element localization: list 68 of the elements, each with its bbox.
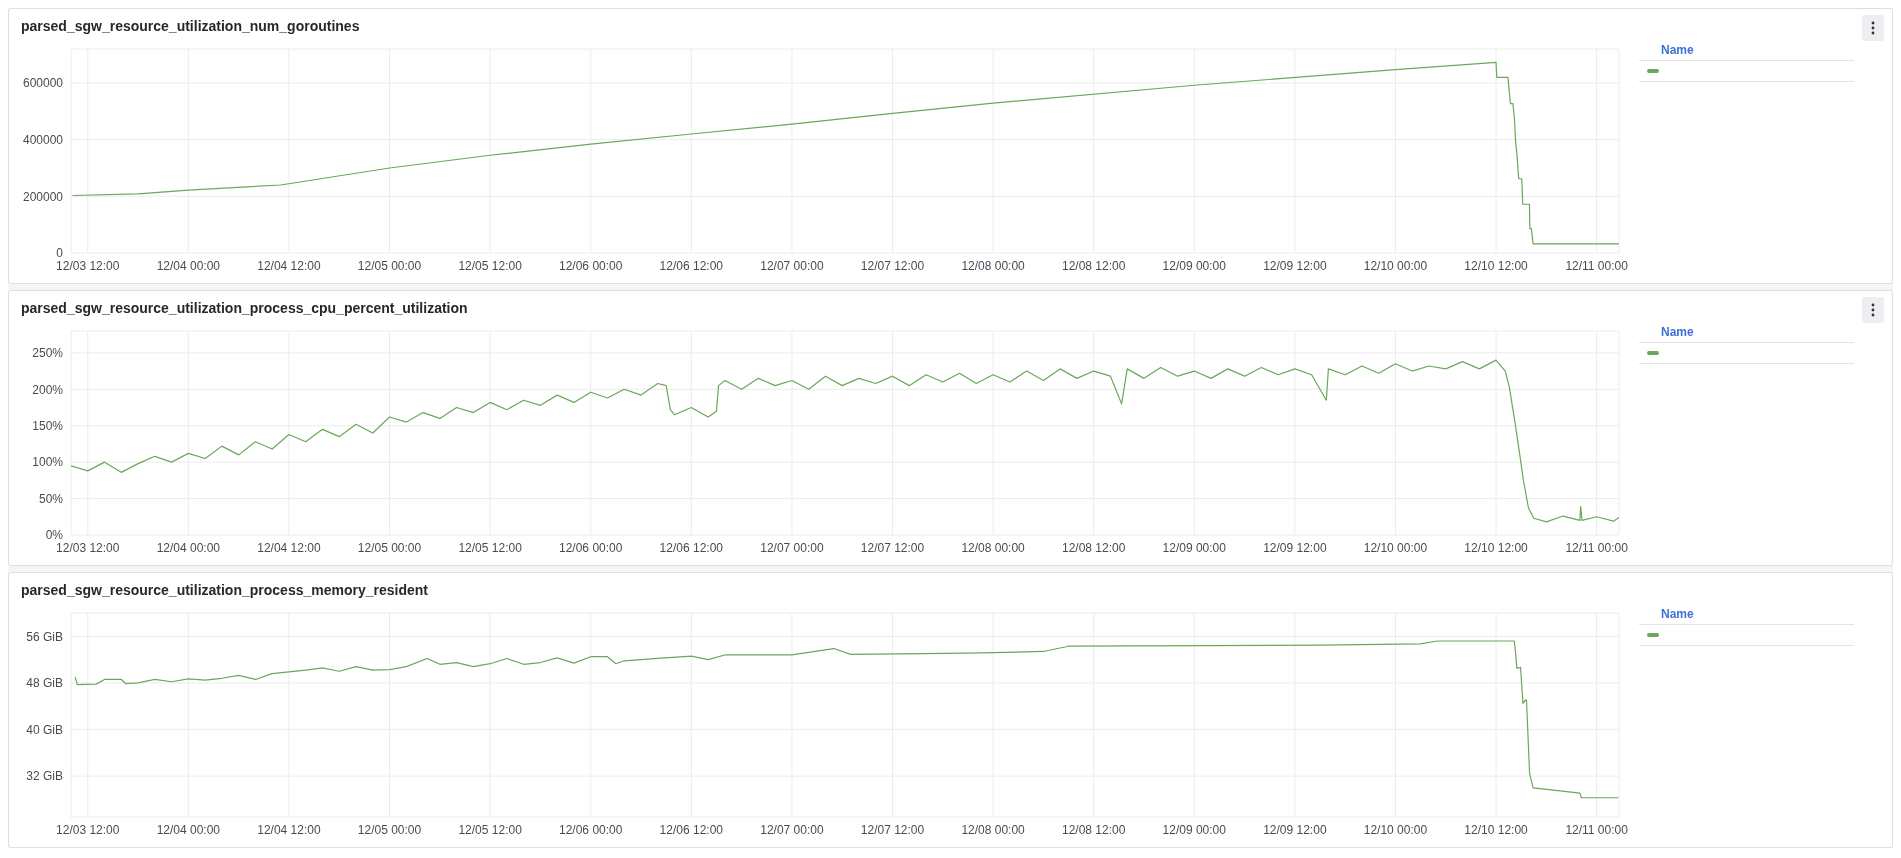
legend-title: Name: [1639, 325, 1854, 343]
y-tick-label: 50%: [38, 491, 64, 506]
y-tick-label: 200%: [32, 382, 64, 397]
x-tick-label: 12/11 00:00: [1565, 822, 1629, 837]
x-tick-label: 12/08 00:00: [961, 822, 1026, 837]
x-tick-label: 12/06 12:00: [659, 540, 724, 555]
x-tick-label: 12/10 00:00: [1363, 822, 1428, 837]
y-tick-label: 200000: [22, 189, 64, 204]
x-tick-label: 12/09 12:00: [1263, 258, 1327, 273]
x-tick-label: 12/09 00:00: [1162, 822, 1227, 837]
x-tick-label: 12/08 12:00: [1061, 258, 1126, 273]
chart-title: parsed_sgw_resource_utilization_num_goroutines: [21, 18, 360, 34]
y-tick-label: 400000: [22, 132, 64, 147]
x-tick-label: 12/07 12:00: [860, 822, 925, 837]
y-tick-label: 600000: [22, 76, 64, 91]
x-tick-label: 12/03 12:00: [56, 540, 120, 555]
x-tick-label: 12/08 12:00: [1061, 822, 1126, 837]
y-tick-label: 100%: [32, 455, 64, 470]
x-tick-label: 12/05 12:00: [458, 258, 523, 273]
x-tick-label: 12/04 12:00: [257, 540, 321, 555]
x-tick-label: 12/05 00:00: [357, 822, 422, 837]
x-tick-label: 12/03 12:00: [56, 258, 120, 273]
chart-title: parsed_sgw_resource_utilization_process_memory_resident: [21, 582, 428, 598]
x-tick-label: 12/05 12:00: [458, 540, 523, 555]
x-tick-label: 12/03 12:00: [56, 822, 120, 837]
y-tick-label: 56 GiB: [26, 629, 63, 644]
x-tick-label: 12/10 00:00: [1363, 258, 1428, 273]
x-tick-label: 12/06 00:00: [559, 540, 623, 555]
x-tick-label: 12/10 12:00: [1464, 540, 1529, 555]
y-tick-label: 0: [56, 246, 64, 261]
x-tick-label: 12/06 12:00: [659, 258, 724, 273]
y-tick-label: 32 GiB: [26, 769, 63, 784]
x-tick-label: 12/06 00:00: [559, 258, 623, 273]
x-tick-label: 12/11 00:00: [1565, 258, 1629, 273]
x-tick-label: 12/07 12:00: [860, 258, 925, 273]
x-tick-label: 12/07 12:00: [860, 540, 925, 555]
legend-title: Name: [1639, 43, 1854, 61]
x-tick-label: 12/11 00:00: [1565, 540, 1629, 555]
x-tick-label: 12/05 12:00: [458, 822, 523, 837]
x-tick-label: 12/10 12:00: [1464, 258, 1529, 273]
x-tick-label: 12/06 12:00: [659, 822, 724, 837]
x-tick-label: 12/08 12:00: [1061, 540, 1126, 555]
x-tick-label: 12/06 00:00: [559, 822, 623, 837]
x-tick-label: 12/09 00:00: [1162, 258, 1227, 273]
x-tick-label: 12/04 12:00: [257, 822, 321, 837]
chart-title: parsed_sgw_resource_utilization_process_cpu_percent_utilization: [21, 300, 468, 316]
y-tick-label: 0%: [45, 528, 64, 543]
y-tick-label: 48 GiB: [26, 676, 63, 691]
x-tick-label: 12/09 12:00: [1263, 822, 1327, 837]
legend-title: Name: [1639, 607, 1854, 625]
x-tick-label: 12/05 00:00: [357, 258, 422, 273]
x-tick-label: 12/04 00:00: [156, 822, 221, 837]
y-tick-label: 40 GiB: [26, 722, 63, 737]
x-tick-label: 12/09 12:00: [1263, 540, 1327, 555]
x-tick-label: 12/07 00:00: [760, 540, 824, 555]
x-tick-label: 12/04 00:00: [156, 258, 221, 273]
x-tick-label: 12/05 00:00: [357, 540, 422, 555]
y-tick-label: 150%: [32, 418, 64, 433]
x-tick-label: 12/08 00:00: [961, 258, 1026, 273]
x-tick-label: 12/09 00:00: [1162, 540, 1227, 555]
x-tick-label: 12/08 00:00: [961, 540, 1026, 555]
x-tick-label: 12/04 00:00: [156, 540, 221, 555]
y-tick-label: 250%: [32, 346, 64, 361]
x-tick-label: 12/04 12:00: [257, 258, 321, 273]
x-tick-label: 12/07 00:00: [760, 822, 824, 837]
x-tick-label: 12/07 00:00: [760, 258, 824, 273]
x-tick-label: 12/10 12:00: [1464, 822, 1529, 837]
x-tick-label: 12/10 00:00: [1363, 540, 1428, 555]
